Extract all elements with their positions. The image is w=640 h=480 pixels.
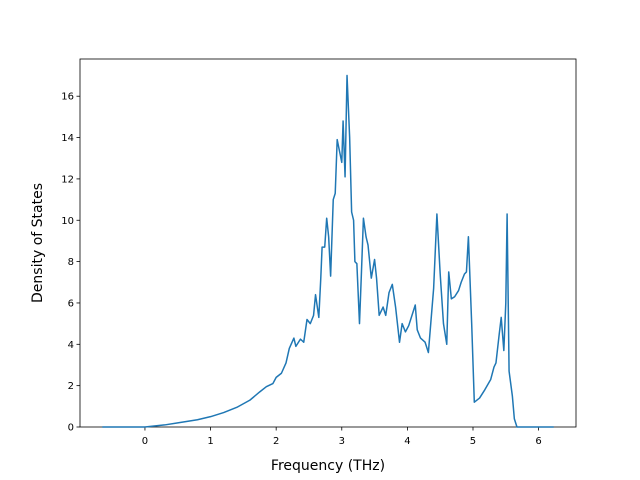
y-tick-label: 8	[68, 257, 74, 268]
y-tick-label: 2	[68, 381, 74, 392]
x-axis-label: Frequency (THz)	[271, 458, 385, 474]
x-tick-label: 6	[535, 436, 541, 447]
x-tick-label: 4	[404, 436, 410, 447]
x-tick-label: 5	[470, 436, 476, 447]
y-tick-label: 0	[68, 423, 74, 434]
line-series	[102, 74, 554, 428]
y-tick-label: 4	[68, 340, 74, 351]
x-tick-label: 2	[273, 436, 279, 447]
x-tick-label: 1	[207, 436, 213, 447]
y-tick-label: 14	[61, 133, 74, 144]
y-tick-label: 10	[61, 216, 74, 227]
x-tick-label: 0	[142, 436, 148, 447]
y-tick-label: 16	[61, 92, 74, 103]
y-tick-label: 12	[61, 174, 74, 185]
x-tick-label: 3	[339, 436, 345, 447]
y-axis-label: Density of States	[30, 183, 46, 303]
y-tick-label: 6	[68, 298, 74, 309]
plot-frame	[79, 58, 577, 428]
